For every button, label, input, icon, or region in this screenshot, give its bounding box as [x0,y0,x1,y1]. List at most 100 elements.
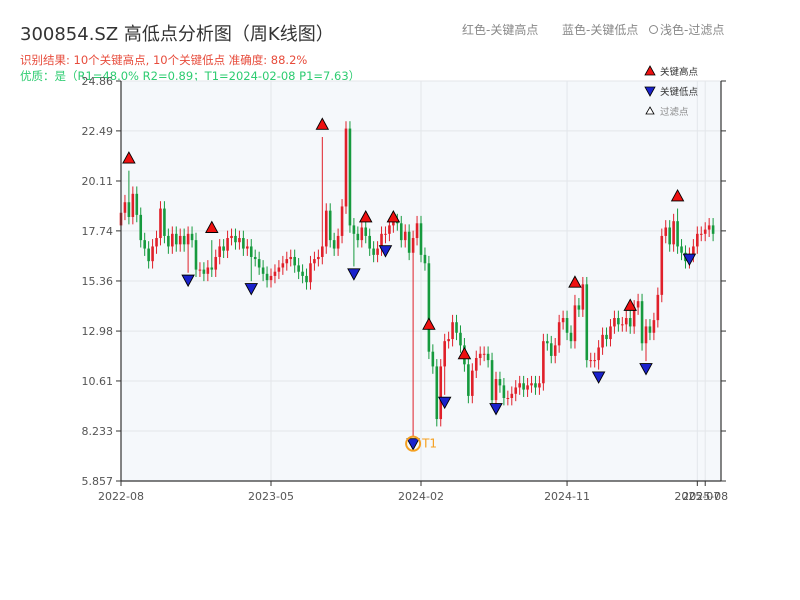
candle-body [372,248,375,255]
candle-body [692,246,695,255]
key-low-marker [244,283,259,296]
candle-body [305,275,308,283]
candle-body [411,238,415,253]
y-tick-label: 5.857 [82,475,114,488]
candle-body [624,318,628,325]
candle-body [561,318,565,323]
key-high-marker [568,275,582,288]
candle-body [139,214,143,241]
x-tick-label: 2024-02 [398,490,444,503]
candle-body [474,358,478,371]
candle-body [135,193,139,215]
x-tick-label: 2024-11 [544,490,590,503]
y-tick-label: 10.61 [82,375,114,388]
candle-body [672,221,675,245]
x-tick-label: 2022-08 [98,490,144,503]
grid-lines [120,80,721,482]
candle-body [478,353,482,359]
candle-body [589,360,593,362]
candle-body [392,221,395,226]
candle-body [494,379,498,401]
candle-body [546,341,549,344]
candle-body [143,240,146,249]
candle-body [376,248,379,255]
candle-body [549,343,553,356]
t1-circle [405,435,422,452]
candle-body [273,271,277,276]
candle-body [127,202,131,217]
candle-body [403,231,407,241]
candle-body [498,379,502,386]
candle-body [471,370,474,396]
candle-body [419,223,423,255]
candle-body [123,202,127,213]
candle-body [451,322,454,340]
candle-body [222,246,225,251]
candle-body [407,231,411,253]
legend-light-text: 浅色-过滤点 [660,23,725,37]
candle-body [340,206,344,236]
candle-body [490,360,494,401]
key-low-marker [406,438,420,451]
key-low-marker [682,253,697,267]
candle-body [423,254,427,264]
candle-body [206,267,210,274]
candle-body [159,208,162,239]
candle-body [553,345,557,356]
key-low-marker [437,396,452,410]
x-tick-label: 2025-08 [682,490,728,503]
candle-body [621,324,624,326]
candle-body [581,284,585,310]
candle-body [502,385,506,399]
candle-body [297,265,300,272]
candle-body [265,273,269,281]
candle-body [202,269,206,274]
candle-body [660,235,664,295]
candle-body [676,221,679,247]
candle-body [317,256,320,260]
candle-body [506,398,510,400]
candle-body [194,240,198,270]
candle-body [281,263,285,268]
candle-body [313,259,316,264]
candle-body [534,383,537,388]
legend-low-icon [644,86,656,97]
candle-body [171,233,174,247]
candle-body [174,233,178,245]
candle-body [486,353,490,361]
candle-body [151,246,154,262]
y-tick-label: 24.86 [82,75,114,88]
candle-body [364,227,368,236]
candle-body [269,275,273,281]
candle-body [226,238,229,251]
candle-body [668,227,671,245]
candle-body [348,128,352,226]
key-high-marker [205,220,219,233]
candle-body [707,225,711,230]
candle-body [360,227,364,241]
candle-body [234,235,237,243]
t1-label: T1 [421,437,437,451]
candle-body [696,233,699,247]
candle-body [664,227,668,236]
candle-body [455,322,458,333]
candle-body [703,229,707,234]
candle-body [214,256,218,270]
candle-body [557,322,561,346]
candle-body [652,320,656,333]
candle-body [399,223,403,241]
key-high-marker [623,298,637,311]
candle-body [388,225,391,234]
candle-body [640,301,644,344]
candle-body [526,385,529,390]
candle-body [447,339,450,342]
candle-body [155,238,158,247]
y-tick-label: 17.74 [82,225,114,238]
key-high-marker [315,117,330,130]
result-summary: 识别结果: 10个关键高点, 10个关键低点 准确度: 88.2% [20,53,308,67]
candle-body [597,347,600,361]
legend-blue-label: 蓝色-关键低点 [562,23,639,37]
candle-body [147,248,150,262]
candle-body [427,263,431,352]
candle-body [459,332,462,346]
